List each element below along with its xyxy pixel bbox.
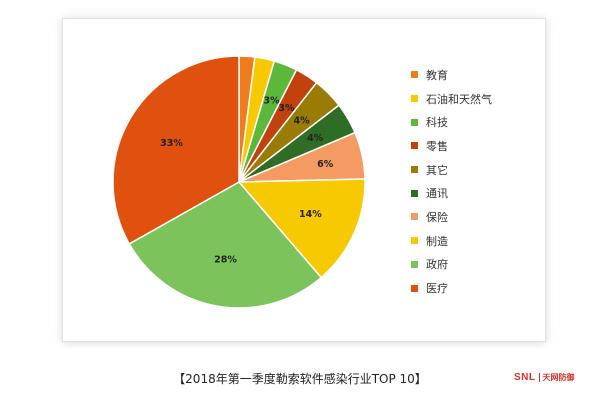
legend-item: 保险 — [411, 205, 541, 229]
legend-item: 科技 — [411, 110, 541, 134]
legend-label: 保险 — [426, 210, 448, 224]
pie-slice-10 — [112, 55, 240, 245]
legend-item: 通讯 — [411, 181, 541, 205]
legend-item: 医疗 — [411, 276, 541, 300]
legend-swatch — [411, 237, 418, 245]
legend-swatch — [411, 166, 418, 174]
data-label-6: 4% — [307, 133, 324, 144]
data-label-8: 14% — [299, 209, 322, 220]
chart-caption: 【2018年第一季度勒索软件感染行业TOP 10】 — [173, 372, 427, 386]
legend-label: 石油和天然气 — [426, 92, 492, 106]
chart-card: 3% 3% 4% 4% 6% 14% 28% 33% 教育 石油和天然气 科技 零售 其它 通讯 保险 制造… — [62, 18, 546, 342]
legend-item: 政府 — [411, 253, 541, 277]
legend-item: 其它 — [411, 158, 541, 182]
legend-label: 通讯 — [426, 187, 448, 201]
legend-label: 教育 — [426, 68, 448, 82]
legend-swatch — [411, 284, 418, 292]
legend-label: 医疗 — [426, 282, 448, 296]
data-label-5: 4% — [294, 115, 311, 126]
legend-item: 制造 — [411, 229, 541, 253]
legend-swatch — [411, 189, 418, 197]
legend-label: 科技 — [426, 116, 448, 130]
data-label-10: 33% — [160, 138, 183, 149]
legend-swatch — [411, 260, 418, 268]
legend-item: 石油和天然气 — [411, 87, 541, 111]
legend-swatch — [411, 142, 418, 150]
pie-chart: 3%3%4%4%6%14%28%33% — [112, 55, 366, 309]
brand-mark: SNL — [514, 371, 536, 383]
pie-slice-8 — [237, 178, 366, 279]
legend-label: 政府 — [426, 258, 448, 272]
legend-swatch — [411, 71, 418, 79]
legend-label: 零售 — [426, 139, 448, 153]
brand-divider — [538, 372, 540, 382]
data-label-3: 3% — [264, 96, 281, 107]
data-label-7: 6% — [317, 159, 334, 170]
legend-label: 制造 — [426, 234, 448, 248]
legend-item: 零售 — [411, 134, 541, 158]
legend: 教育石油和天然气 科技零售其它通讯保险制造政府医疗 — [411, 63, 541, 300]
data-label-9: 28% — [214, 254, 237, 265]
legend-item: 教育 — [411, 63, 541, 87]
legend-label: 其它 — [426, 163, 448, 177]
brand-logo: SNL 天网防御 — [514, 369, 575, 385]
brand-name: 天网防御 — [542, 372, 575, 382]
legend-swatch — [411, 213, 418, 221]
legend-swatch — [411, 95, 418, 103]
data-label-4: 3% — [278, 103, 295, 114]
legend-swatch — [411, 118, 418, 126]
pie-slice-9 — [128, 181, 323, 309]
